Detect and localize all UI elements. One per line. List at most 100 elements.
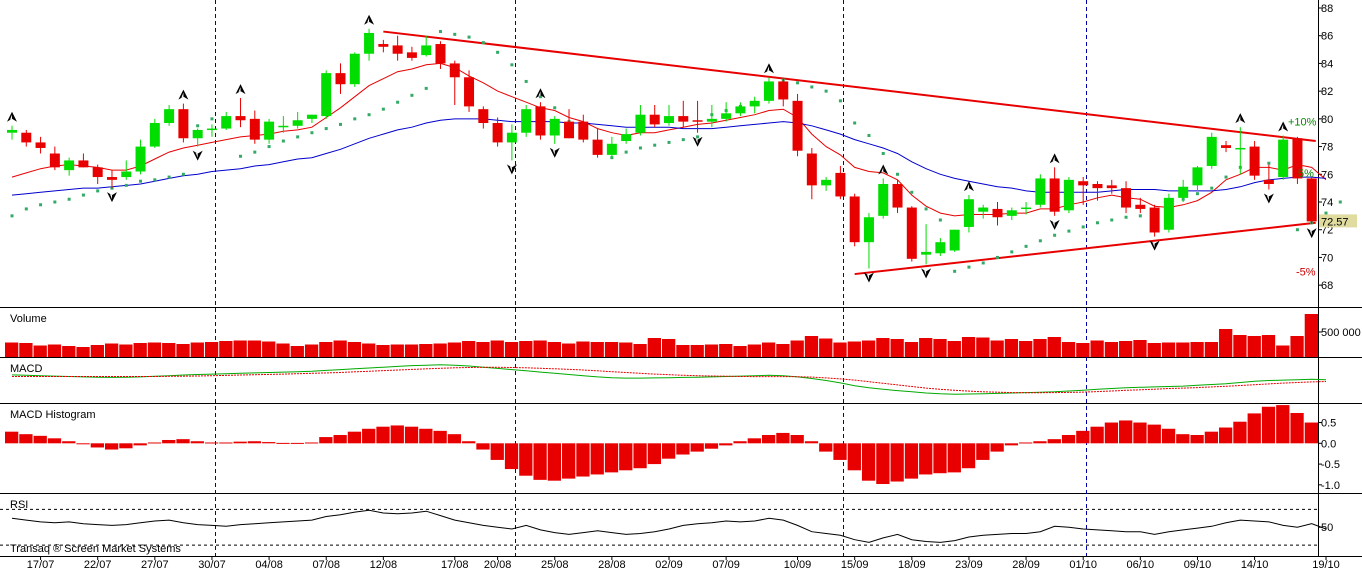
macd-histogram-bar[interactable] [33,435,47,444]
macd-histogram-bar[interactable] [1133,422,1147,444]
candle[interactable] [578,114,589,143]
candle[interactable] [635,105,646,136]
volume-bar[interactable] [1261,335,1276,357]
candle[interactable] [7,125,17,140]
candle[interactable] [549,116,560,144]
volume-bar[interactable] [904,342,919,357]
volume-bar[interactable] [590,342,604,357]
candle[interactable] [1049,167,1060,216]
candle[interactable] [1063,177,1074,214]
macd-histogram-bar[interactable] [533,443,547,480]
macd-histogram-bar[interactable] [1261,406,1276,444]
candle[interactable] [678,100,689,128]
macd-histogram-bar[interactable] [1219,427,1233,444]
candle[interactable] [1021,202,1032,215]
candle[interactable] [435,41,446,69]
resistance-trend-line[interactable] [383,30,1316,143]
candle[interactable] [106,170,117,189]
macd-histogram-bar[interactable] [5,431,19,444]
candle[interactable] [1263,164,1274,190]
candle[interactable] [35,136,46,154]
volume-bar[interactable] [719,344,733,357]
candle[interactable] [192,128,203,147]
candle[interactable] [406,46,417,61]
macd-histogram-bar[interactable] [1204,431,1219,444]
volume-bar[interactable] [847,341,861,358]
macd-histogram-bar[interactable] [904,443,919,479]
support-trend-line[interactable] [854,221,1316,276]
candle[interactable] [378,39,389,53]
macd-histogram-bar[interactable] [1004,443,1019,446]
macd-histogram-bar[interactable] [1104,422,1119,444]
macd-histogram-bar[interactable] [476,443,490,450]
candle[interactable] [478,106,489,129]
macd-line[interactable] [11,364,1327,395]
macd-histogram-bar[interactable] [1176,434,1190,444]
volume-bar[interactable] [219,341,233,357]
volume-bar[interactable] [276,343,290,358]
volume-bar[interactable] [1176,342,1190,358]
macd-histogram-bar[interactable] [804,441,819,444]
candle[interactable] [92,164,103,184]
candle[interactable] [1149,204,1160,237]
volume-bar[interactable] [919,338,933,357]
candle[interactable] [1078,177,1089,205]
macd-histogram-bar[interactable] [1304,422,1318,444]
macd-histogram-bar[interactable] [490,443,504,460]
macd-histogram-bar[interactable] [1033,441,1047,444]
volume-bar[interactable] [933,339,947,357]
macd-histogram-bar[interactable] [219,442,233,444]
macd-histogram-bar[interactable] [790,435,804,444]
candle[interactable] [1135,197,1146,214]
macd-histogram-bar[interactable] [747,438,761,444]
volume-bar[interactable] [1233,335,1247,357]
candle[interactable] [1192,165,1203,191]
volume-bar[interactable] [533,340,547,358]
candle[interactable] [906,206,917,262]
candle[interactable] [449,60,460,105]
candle[interactable] [221,111,232,130]
macd-histogram-bar[interactable] [419,428,433,444]
volume-bar[interactable] [519,341,533,357]
macd-histogram-bar[interactable] [576,443,590,477]
macd-histogram-bar[interactable] [647,443,661,465]
candle[interactable] [1006,207,1017,221]
candle[interactable] [249,110,260,144]
macd-histogram-bar[interactable] [462,441,476,444]
macd-histogram-bar[interactable] [719,443,733,446]
candle[interactable] [1121,181,1132,214]
macd-histogram-bar[interactable] [947,443,961,473]
candle[interactable] [135,139,146,175]
volume-bar[interactable] [1133,340,1147,357]
volume-bar[interactable] [176,344,190,357]
candle[interactable] [1292,136,1303,184]
volume-bar[interactable] [19,343,33,357]
macd-histogram-bar[interactable] [119,443,133,449]
volume-bar[interactable] [1019,341,1033,357]
volume-bar[interactable] [976,337,990,358]
macd-histogram-bar[interactable] [919,443,933,475]
macd-histogram-bar[interactable] [590,443,604,475]
volume-bar[interactable] [1276,345,1290,358]
volume-bar[interactable] [347,342,362,357]
macd-histogram-bar[interactable] [133,443,147,446]
macd-histogram-bar[interactable] [733,441,747,444]
macd-histogram-bar[interactable] [1247,413,1261,444]
candle[interactable] [721,102,732,122]
macd-histogram-bar[interactable] [1090,426,1104,444]
volume-bar[interactable] [419,344,433,357]
candle[interactable] [978,204,989,219]
volume-bar[interactable] [262,341,276,358]
macd-histogram-bar[interactable] [447,434,462,444]
macd-histogram-bar[interactable] [76,443,90,445]
macd-histogram-bar[interactable] [1161,428,1176,444]
candle[interactable] [849,193,860,247]
candle[interactable] [564,109,575,139]
macd-histogram-bar[interactable] [690,443,704,452]
volume-bar[interactable] [961,337,976,357]
candle[interactable] [149,118,160,148]
volume-bar[interactable] [104,343,119,358]
volume-bar[interactable] [547,342,562,357]
volume-bar[interactable] [804,336,819,357]
volume-bar[interactable] [1147,343,1161,357]
